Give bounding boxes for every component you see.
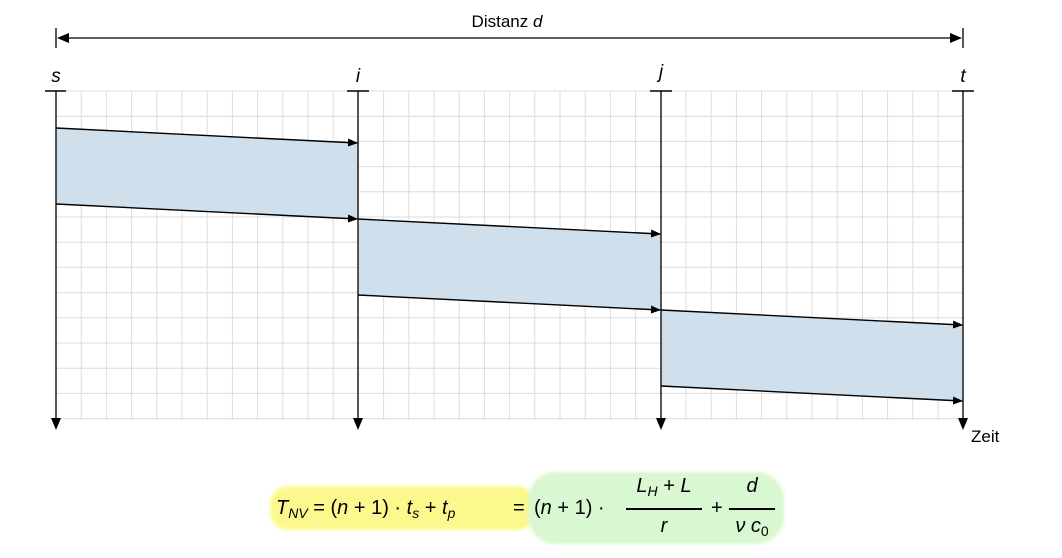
fraction1-bar xyxy=(626,508,702,510)
arrow-j-t-start xyxy=(660,309,963,329)
transfer-time-diagram: Distanz d s i j t Zeit xyxy=(45,12,1000,446)
formula-right-part: (n + 1) · xyxy=(534,497,605,519)
formula-equals-2: = xyxy=(513,497,525,519)
band-j-t xyxy=(661,310,963,401)
node-label-s: s xyxy=(51,66,61,87)
fraction1-numerator: LH + L xyxy=(636,475,692,499)
distance-label: Distanz d xyxy=(472,12,543,31)
timeline-j xyxy=(650,90,672,430)
arrow-i-j-end xyxy=(357,294,661,314)
formula-left-part: TNV = (n + 1) · ts + tp xyxy=(276,497,456,521)
transmission-arrows xyxy=(55,127,963,405)
timeline-i xyxy=(347,90,369,430)
band-s-i xyxy=(56,128,358,219)
arrow-s-i-start xyxy=(55,127,358,147)
node-label-j: j xyxy=(656,62,664,83)
formula-plus-2: + xyxy=(711,497,723,519)
distance-arrow xyxy=(55,28,964,48)
highlight-yellow xyxy=(270,486,535,530)
timeline-t xyxy=(952,90,974,430)
fraction1-denominator: r xyxy=(660,515,668,537)
timeline-s xyxy=(45,90,66,430)
fraction2-denominator: ν c0 xyxy=(735,515,769,539)
transfer-time-formula: TNV = (n + 1) · ts + tp = (n + 1) · LH +… xyxy=(0,468,1062,558)
fraction2-numerator: d xyxy=(746,475,758,497)
transmission-bands xyxy=(56,128,963,401)
arrow-j-t-end xyxy=(660,385,963,405)
time-axis-label: Zeit xyxy=(971,427,1000,446)
node-label-i: i xyxy=(356,66,361,87)
arrow-i-j-start xyxy=(357,218,661,238)
band-i-j xyxy=(358,219,661,310)
fraction2-bar xyxy=(729,508,775,510)
node-label-t: t xyxy=(960,66,966,87)
arrow-s-i-end xyxy=(55,203,358,223)
